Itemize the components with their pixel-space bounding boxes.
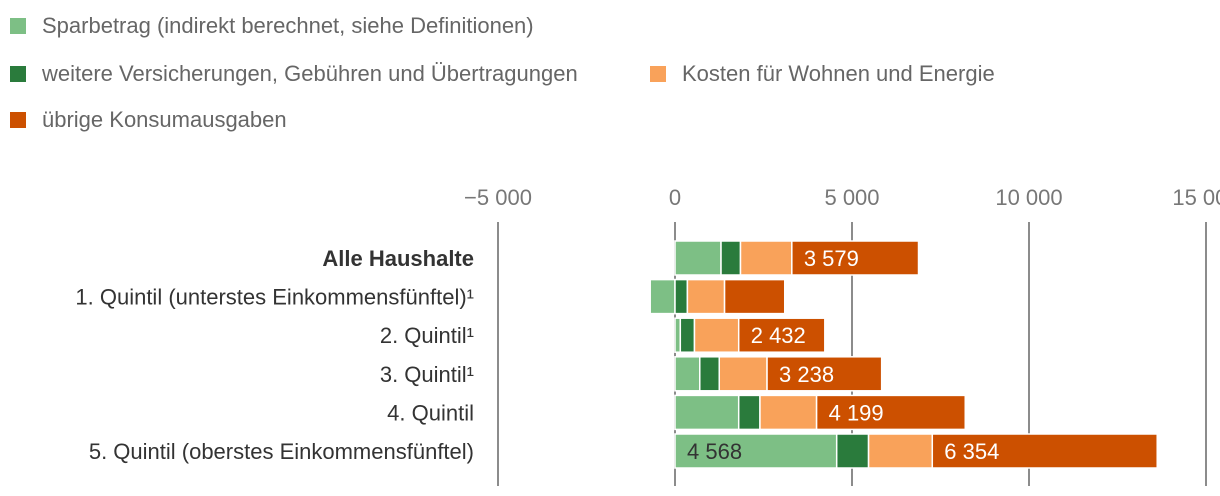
legend-item-sparbetrag: Sparbetrag (indirekt berechnet, siehe De… <box>10 11 534 41</box>
data-label: 4 568 <box>687 439 742 464</box>
bar-segment <box>686 278 726 315</box>
legend-swatch-konsum <box>10 112 26 128</box>
bar-segment <box>674 317 682 353</box>
legend-label-versicherungen: weitere Versicherungen, Gebühren und Übe… <box>42 61 578 86</box>
x-tick-label: 10 000 <box>995 185 1062 210</box>
bar-segment <box>674 394 740 431</box>
legend-label-sparbetrag: Sparbetrag (indirekt berechnet, siehe De… <box>42 13 534 38</box>
category-label: 2. Quintil¹ <box>380 323 474 348</box>
bar-segment <box>759 394 818 431</box>
bar-segment <box>766 356 883 392</box>
bar-segment <box>867 433 934 469</box>
legend-item-wohnen: Kosten für Wohnen und Energie <box>650 59 995 89</box>
legend-item-versicherungen: weitere Versicherungen, Gebühren und Übe… <box>10 59 578 89</box>
data-label: 3 238 <box>779 362 834 387</box>
bar-segment <box>815 394 966 431</box>
bar-segment <box>720 240 742 276</box>
bar-segment <box>693 317 740 353</box>
bar-segment <box>649 278 676 315</box>
legend-swatch-wohnen <box>650 66 666 82</box>
bar-segment <box>674 433 838 469</box>
bar-segment <box>718 356 768 392</box>
bar-segment <box>931 433 1158 469</box>
x-tick-label: −5 000 <box>464 185 532 210</box>
bar-segment <box>674 240 722 276</box>
data-label: 3 579 <box>804 246 859 271</box>
legend-swatch-sparbetrag <box>10 18 26 34</box>
bar-segment <box>835 433 870 469</box>
category-label: Alle Haushalte <box>322 246 474 271</box>
bar-segment <box>679 317 696 353</box>
category-label: 3. Quintil¹ <box>380 362 474 387</box>
category-label: 5. Quintil (oberstes Einkommensfünftel) <box>89 439 474 464</box>
legend-item-konsum: übrige Konsumausgaben <box>10 105 287 135</box>
x-tick-label: 0 <box>669 185 681 210</box>
data-label: 4 199 <box>829 400 884 425</box>
bar-segment <box>791 240 920 276</box>
category-label: 4. Quintil <box>387 400 474 425</box>
data-label: 6 354 <box>944 439 999 464</box>
bar-segment <box>737 394 761 431</box>
bar-segment <box>737 317 826 353</box>
legend-swatch-versicherungen <box>10 66 26 82</box>
legend-label-konsum: übrige Konsumausgaben <box>42 107 287 132</box>
legend-label-wohnen: Kosten für Wohnen und Energie <box>682 61 995 86</box>
bar-segment <box>699 356 721 392</box>
bar-segment <box>723 278 786 315</box>
data-label: 2 432 <box>751 323 806 348</box>
x-tick-label: 15 000 <box>1172 185 1220 210</box>
x-tick-label: 5 000 <box>824 185 879 210</box>
bar-segment <box>739 240 793 276</box>
bar-segment <box>674 356 701 392</box>
bar-segment <box>674 278 689 315</box>
category-label: 1. Quintil (unterstes Einkommensfünftel)… <box>75 285 474 310</box>
